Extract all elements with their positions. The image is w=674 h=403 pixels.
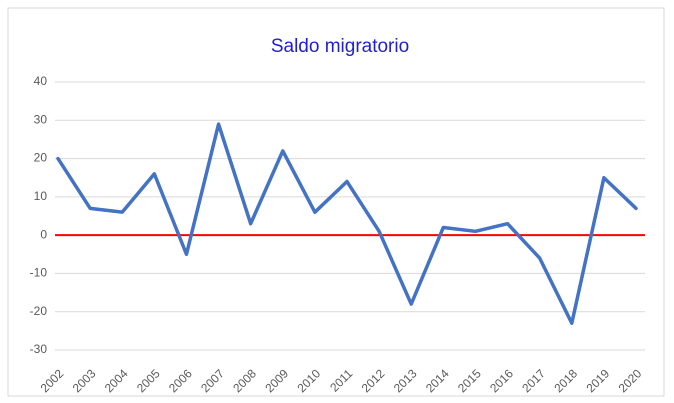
y-tick-label: 20	[34, 151, 48, 165]
y-tick-label: 30	[34, 112, 48, 126]
data-line	[56, 122, 638, 325]
y-tick-label: -10	[30, 266, 48, 280]
chart-frame	[7, 7, 665, 397]
y-tick-label: 40	[34, 74, 48, 88]
y-tick-label: 10	[34, 189, 48, 203]
y-tick-label: -20	[30, 304, 48, 318]
chart-title: Saldo migratorio	[271, 36, 409, 57]
y-tick-label: -30	[30, 342, 48, 356]
y-tick-label: 0	[40, 227, 47, 241]
